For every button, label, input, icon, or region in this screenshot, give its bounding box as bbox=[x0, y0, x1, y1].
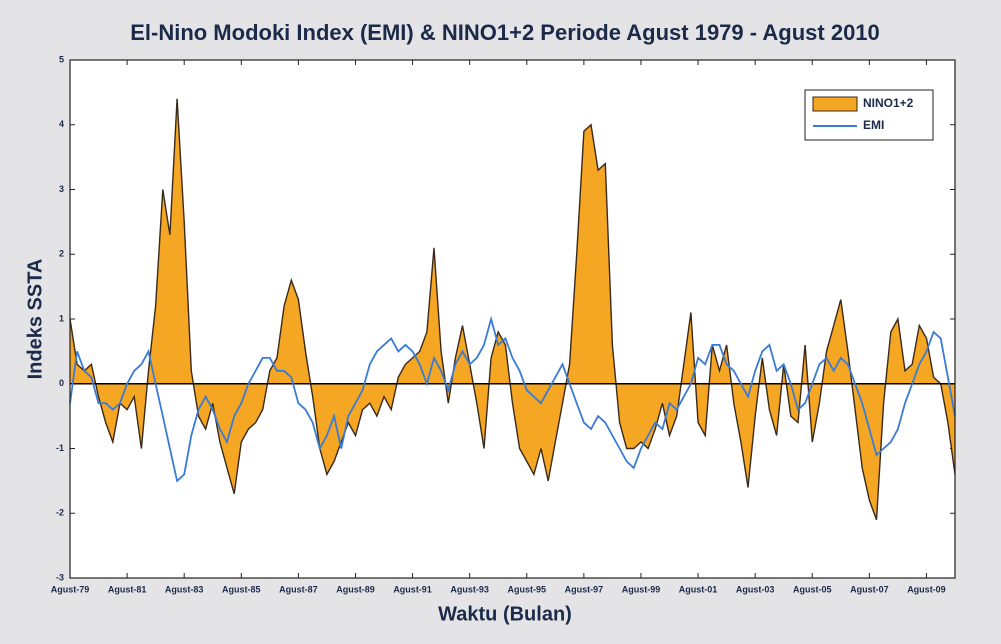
y-tick-label: 2 bbox=[59, 249, 64, 259]
x-tick-label: Agust-93 bbox=[450, 584, 489, 594]
x-tick-label: Agust-79 bbox=[51, 584, 90, 594]
y-tick-label: 3 bbox=[59, 184, 64, 194]
x-tick-label: Agust-05 bbox=[793, 584, 832, 594]
plot-area bbox=[70, 60, 955, 578]
x-axis-label: Waktu (Bulan) bbox=[438, 603, 572, 625]
y-tick-label: 4 bbox=[59, 119, 64, 129]
x-tick-label: Agust-87 bbox=[279, 584, 318, 594]
x-tick-label: Agust-81 bbox=[108, 584, 147, 594]
x-tick-label: Agust-95 bbox=[508, 584, 547, 594]
y-tick-label: -2 bbox=[56, 508, 64, 518]
line bbox=[69, 315, 956, 483]
y-tick-label: -1 bbox=[56, 443, 64, 453]
legend-label: EMI bbox=[863, 118, 884, 132]
x-tick-label: Agust-91 bbox=[393, 584, 432, 594]
y-tick-label: 5 bbox=[59, 54, 64, 64]
plot-frame bbox=[69, 59, 956, 579]
y-tick-label: 1 bbox=[59, 313, 64, 323]
x-tick-label: Agust-89 bbox=[336, 584, 375, 594]
x-tick-label: Agust-97 bbox=[565, 584, 604, 594]
x-tick-label: Agust-99 bbox=[622, 584, 661, 594]
area bbox=[70, 98, 955, 520]
y-tick-label: 0 bbox=[59, 378, 64, 388]
x-tick-label: Agust-09 bbox=[907, 584, 946, 594]
y-tick-label: -3 bbox=[56, 572, 64, 582]
x-tick-label: Agust-85 bbox=[222, 584, 261, 594]
x-tick-label: Agust-03 bbox=[736, 584, 775, 594]
x-tick-label: Agust-83 bbox=[165, 584, 204, 594]
x-tick-label: Agust-01 bbox=[679, 584, 718, 594]
legend-label: NINO1+2 bbox=[863, 96, 914, 110]
chart-title: El-Nino Modoki Index (EMI) & NINO1+2 Per… bbox=[130, 20, 880, 45]
legend-swatch bbox=[812, 96, 858, 112]
x-tick-label: Agust-07 bbox=[850, 584, 889, 594]
y-axis-label: Indeks SSTA bbox=[24, 259, 46, 380]
area-outline bbox=[69, 98, 956, 520]
